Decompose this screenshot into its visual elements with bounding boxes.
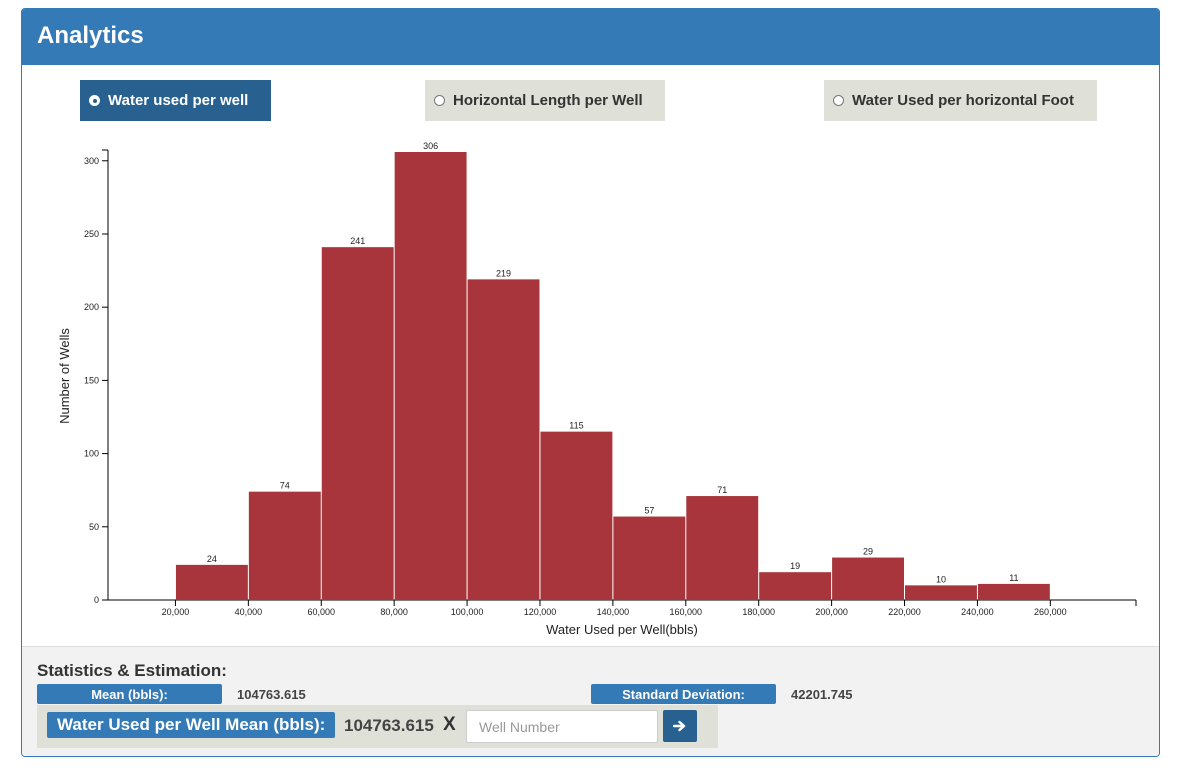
analytics-panel: Analytics Water used per well Horizontal… [21, 8, 1160, 757]
radio-unselected-icon[interactable] [434, 95, 445, 106]
bar-value-label: 71 [717, 485, 727, 495]
histogram-chart: 0 50 100 150 200 250 300 20,000 40,000 60,000 80,… [57, 141, 1137, 637]
x-tick-label: 20,000 [162, 607, 190, 617]
histogram-bar [905, 585, 977, 600]
x-tick-label: 60,000 [307, 607, 335, 617]
y-tick-label: 300 [84, 156, 99, 166]
histogram-bar [613, 516, 686, 600]
y-axis: 0 50 100 150 200 250 300 [84, 149, 109, 605]
option-label: Horizontal Length per Well [453, 92, 643, 109]
radio-selected-icon[interactable] [89, 95, 100, 106]
histogram-bar [321, 247, 394, 600]
multiply-sign: X [443, 714, 456, 735]
x-tick-label: 40,000 [235, 607, 263, 617]
y-tick-label: 50 [89, 522, 99, 532]
bar-value-label: 24 [207, 554, 217, 564]
x-tick-label: 240,000 [961, 607, 994, 617]
standard-deviation-value: 42201.745 [791, 687, 853, 702]
bar-value-label: 306 [423, 141, 438, 151]
x-tick-label: 140,000 [597, 607, 630, 617]
histogram-bar [394, 152, 467, 600]
bar-value-label: 19 [790, 561, 800, 571]
statistics-section: Statistics & Estimation: Mean (bbls): 10… [22, 646, 1159, 756]
bars-group [175, 152, 1050, 600]
y-tick-label: 100 [84, 449, 99, 459]
histogram-bar [977, 583, 1050, 600]
bar-value-label: 115 [569, 421, 583, 431]
histogram-bar [540, 431, 613, 600]
panel-title: Analytics [37, 22, 144, 49]
histogram-bar [759, 572, 832, 600]
mean-label: Mean (bbls): [37, 684, 222, 704]
x-axis-label: Water Used per Well(bbls) [546, 622, 698, 637]
bar-value-label: 74 [280, 481, 290, 491]
y-axis-label: Number of Wells [57, 328, 72, 424]
bar-value-label: 241 [350, 236, 365, 246]
option-water-used-per-well[interactable]: Water used per well [80, 80, 271, 121]
bar-value-label: 219 [496, 268, 511, 278]
option-water-used-per-horizontal-foot[interactable]: Water Used per horizontal Foot [824, 80, 1097, 121]
x-axis: 20,000 40,000 60,000 80,000 100,000 120,000 14… [108, 599, 1137, 617]
x-tick-label: 260,000 [1034, 607, 1067, 617]
x-tick-label: 180,000 [742, 607, 775, 617]
option-horizontal-length-per-well[interactable]: Horizontal Length per Well [425, 80, 665, 121]
histogram-bar [175, 564, 248, 600]
bar-value-label: 10 [936, 574, 946, 584]
estimation-box: Water Used per Well Mean (bbls): 104763.… [37, 705, 718, 748]
estimate-label: Water Used per Well Mean (bbls): [47, 712, 336, 738]
x-tick-label: 80,000 [380, 607, 408, 617]
bar-value-label: 57 [644, 506, 654, 516]
x-tick-label: 160,000 [670, 607, 703, 617]
histogram-bar [248, 491, 321, 600]
option-label: Water Used per horizontal Foot [852, 92, 1074, 109]
calculate-button[interactable] [663, 710, 697, 742]
y-tick-label: 200 [84, 302, 99, 312]
x-tick-label: 120,000 [524, 607, 557, 617]
well-number-input[interactable] [466, 710, 658, 743]
option-label: Water used per well [108, 92, 249, 109]
radio-unselected-icon[interactable] [833, 95, 844, 106]
arrow-right-icon [673, 720, 686, 732]
standard-deviation-label: Standard Deviation: [591, 684, 776, 704]
x-tick-label: 100,000 [451, 607, 484, 617]
bar-labels-group: 24 74 241 306 219 115 57 71 19 29 10 11 [207, 141, 1019, 584]
statistics-title: Statistics & Estimation: [37, 661, 227, 680]
y-tick-label: 250 [84, 229, 99, 239]
histogram-bar [467, 279, 540, 600]
mean-value: 104763.615 [237, 687, 306, 702]
histogram-bar [832, 557, 905, 600]
y-tick-label: 0 [94, 595, 99, 605]
x-tick-label: 200,000 [815, 607, 848, 617]
panel-heading: Analytics [22, 9, 1159, 65]
bar-value-label: 29 [863, 547, 873, 557]
estimate-value: 104763.615 [344, 716, 434, 735]
bar-value-label: 11 [1009, 573, 1018, 583]
x-tick-label: 220,000 [888, 607, 921, 617]
histogram-bar [686, 496, 759, 600]
y-tick-label: 150 [84, 375, 99, 385]
